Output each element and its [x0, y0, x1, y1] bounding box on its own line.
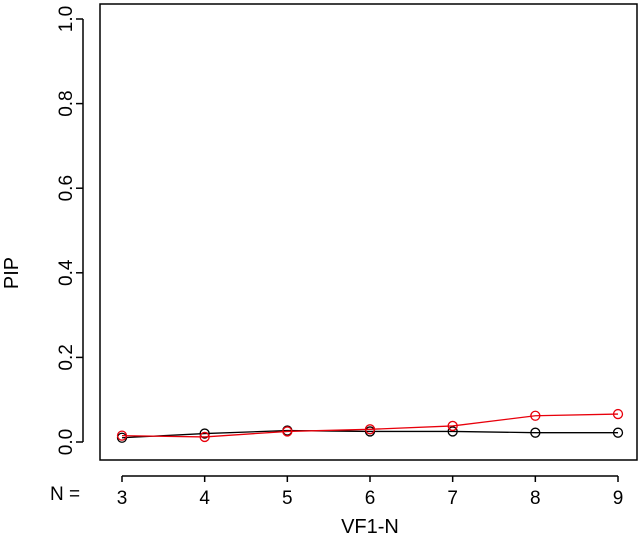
series-layer: [116, 408, 624, 443]
plot-frame: [99, 3, 638, 461]
series-2-point: [364, 424, 376, 435]
series-1-point: [530, 427, 541, 438]
x-tick-label: 6: [365, 488, 376, 509]
series-1-point: [612, 427, 624, 438]
y-tick-label: 0.2: [56, 344, 77, 370]
series-2-point: [612, 408, 624, 420]
series-2-point: [116, 430, 128, 441]
y-tick-label: 0.4: [56, 259, 77, 286]
y-tick-label: 0.8: [56, 90, 77, 116]
x-tick-label: 4: [199, 488, 210, 509]
series-1-line: [121, 429, 618, 439]
x-tick-label: 5: [282, 488, 293, 509]
x-axis-title: VF1-N: [341, 516, 399, 538]
series-2-point: [530, 410, 541, 421]
series-2-line: [121, 413, 619, 438]
series-2-point: [282, 426, 293, 437]
y-axis-title: PIP: [1, 257, 23, 289]
series-2-point: [199, 431, 210, 443]
series-1-point: [199, 428, 210, 439]
x-tick-label: 3: [117, 488, 128, 509]
x-prefix-label: N =: [50, 484, 80, 505]
y-axis: 0.0 0.2 0.4 0.6 0.8 1.0: [56, 6, 84, 455]
x-tick-label: 7: [447, 488, 458, 509]
series-1-point: [447, 426, 458, 437]
y-tick-label: 0.0: [56, 429, 77, 455]
y-tick-label: 1.0: [56, 6, 77, 32]
series-2-point: [447, 420, 458, 432]
x-tick-label: 9: [613, 488, 624, 509]
y-tick-label: 0.6: [56, 175, 77, 201]
x-tick-label: 8: [530, 488, 541, 509]
x-axis: 3 4 5 6 7 8 9: [117, 475, 624, 509]
